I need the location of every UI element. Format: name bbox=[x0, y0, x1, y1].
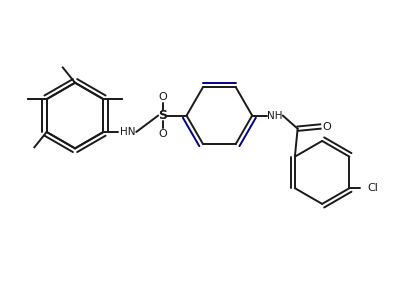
Text: O: O bbox=[323, 122, 331, 132]
Text: HN: HN bbox=[120, 127, 135, 137]
Text: O: O bbox=[158, 92, 167, 102]
Text: S: S bbox=[158, 109, 167, 122]
Text: NH: NH bbox=[267, 111, 283, 121]
Text: O: O bbox=[158, 129, 167, 139]
Text: Cl: Cl bbox=[367, 183, 378, 193]
